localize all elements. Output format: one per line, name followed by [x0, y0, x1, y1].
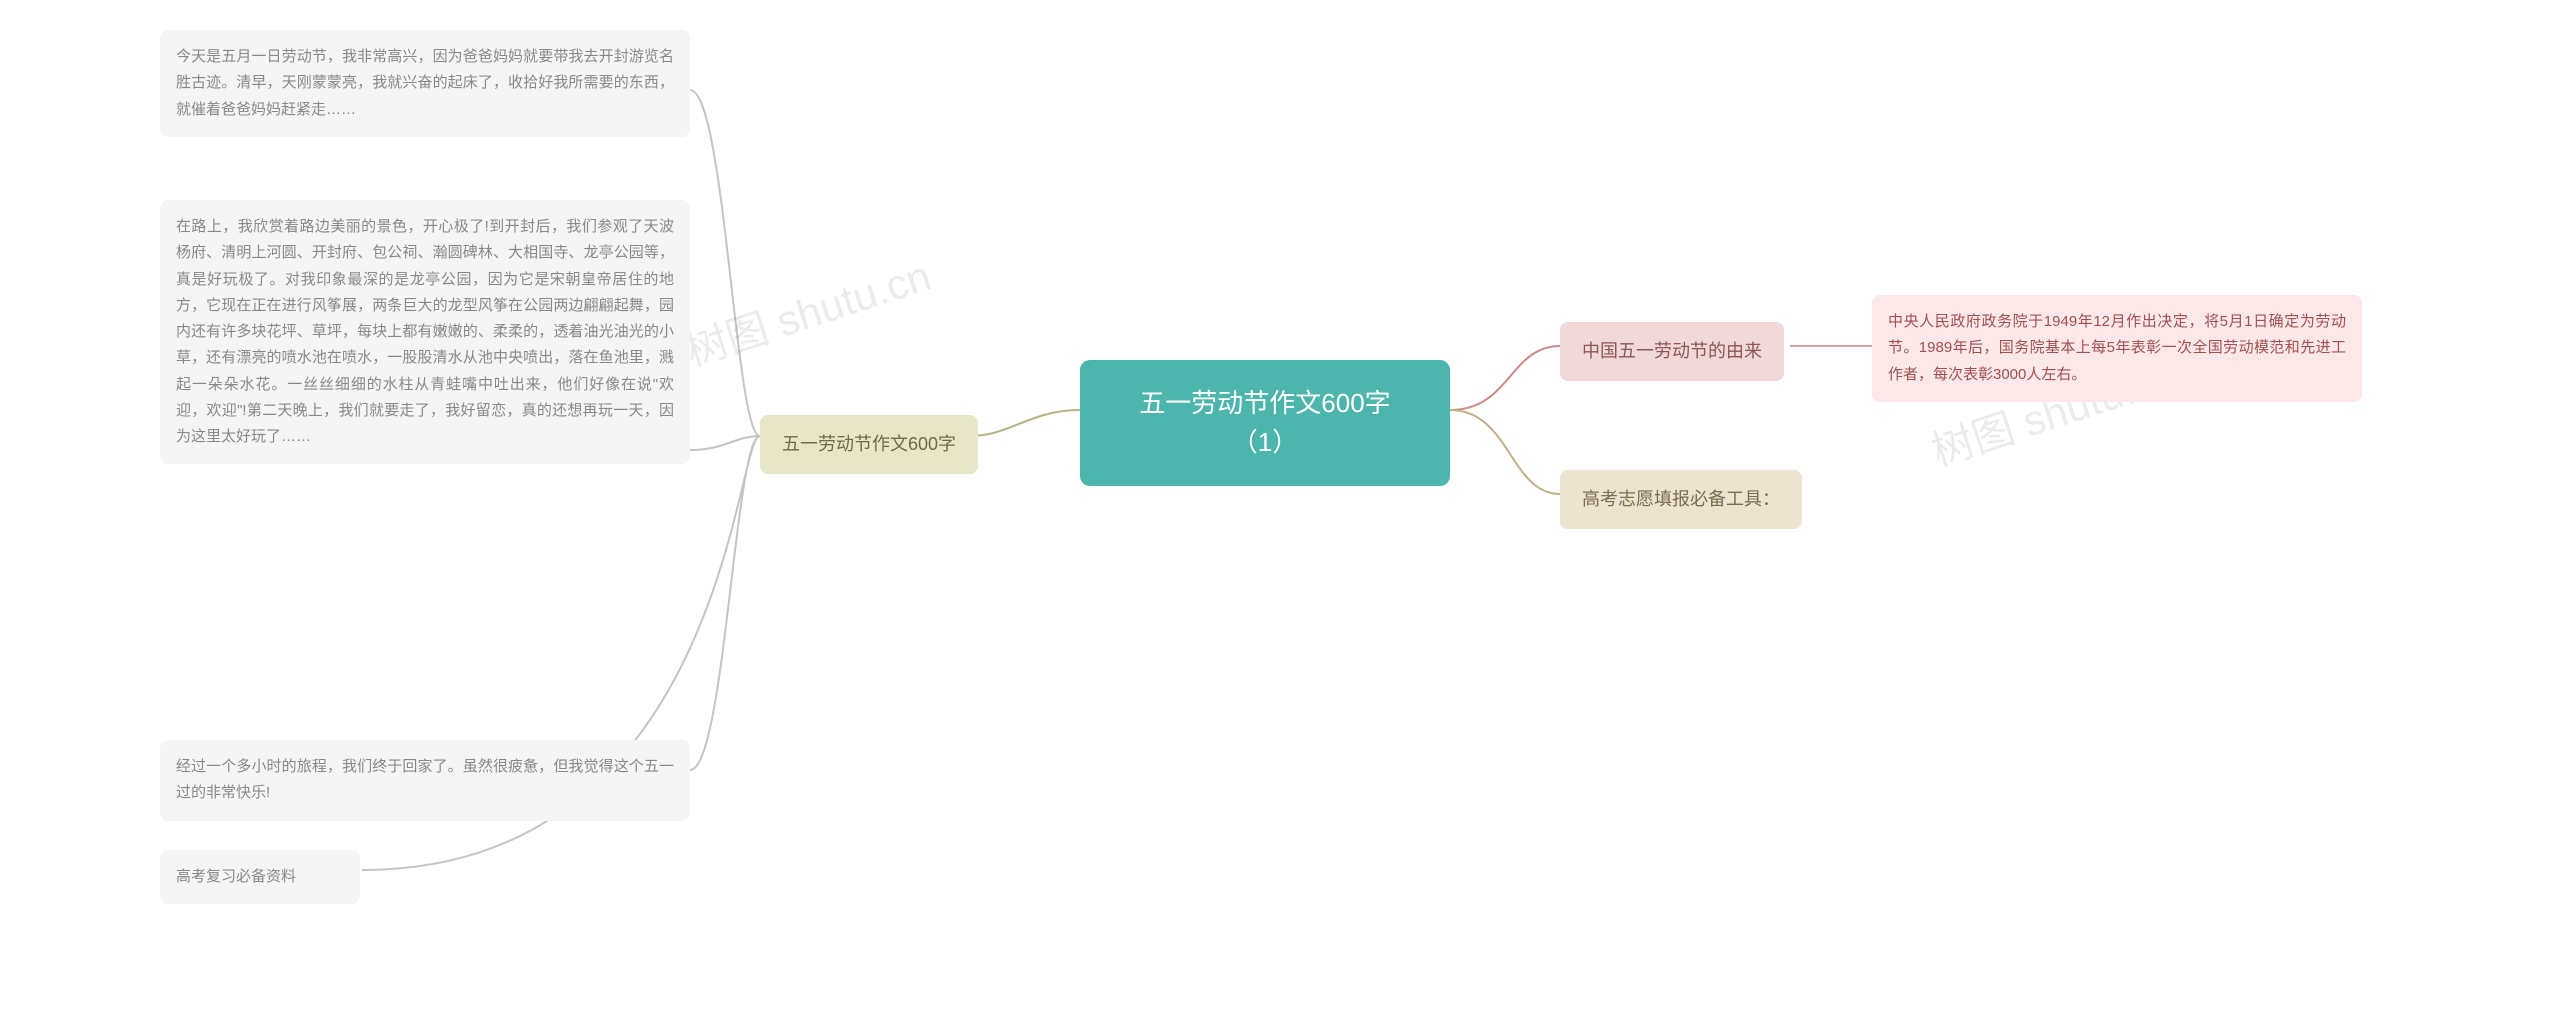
- path-center-left: [970, 410, 1080, 436]
- right-branch-2[interactable]: 高考志愿填报必备工具：: [1560, 470, 1802, 529]
- right-branch-1[interactable]: 中国五一劳动节的由来: [1560, 322, 1784, 381]
- path-center-r2: [1450, 410, 1560, 494]
- connector-svg: [0, 0, 2560, 1018]
- left-leaf-2[interactable]: 在路上，我欣赏着路边美丽的景色，开心极了!到开封后，我们参观了天波杨府、清明上河…: [160, 200, 690, 464]
- right-leaf-1[interactable]: 中央人民政府政务院于1949年12月作出决定，将5月1日确定为劳动节。1989年…: [1872, 295, 2362, 402]
- watermark-1: 树图 shutu.cn: [677, 242, 938, 379]
- left-leaf-1[interactable]: 今天是五月一日劳动节，我非常高兴，因为爸爸妈妈就要带我去开封游览名胜古迹。清早，…: [160, 30, 690, 137]
- path-lb-leaf3: [690, 436, 760, 770]
- left-leaf-4[interactable]: 高考复习必备资料: [160, 850, 360, 904]
- path-center-r1: [1450, 346, 1560, 410]
- path-lb-leaf1: [690, 90, 760, 436]
- center-node[interactable]: 五一劳动节作文600字（1）: [1080, 360, 1450, 486]
- left-branch[interactable]: 五一劳动节作文600字: [760, 415, 978, 474]
- path-lb-leaf2: [690, 436, 760, 450]
- left-leaf-3[interactable]: 经过一个多小时的旅程，我们终于回家了。虽然很疲惫，但我觉得这个五一过的非常快乐!: [160, 740, 690, 821]
